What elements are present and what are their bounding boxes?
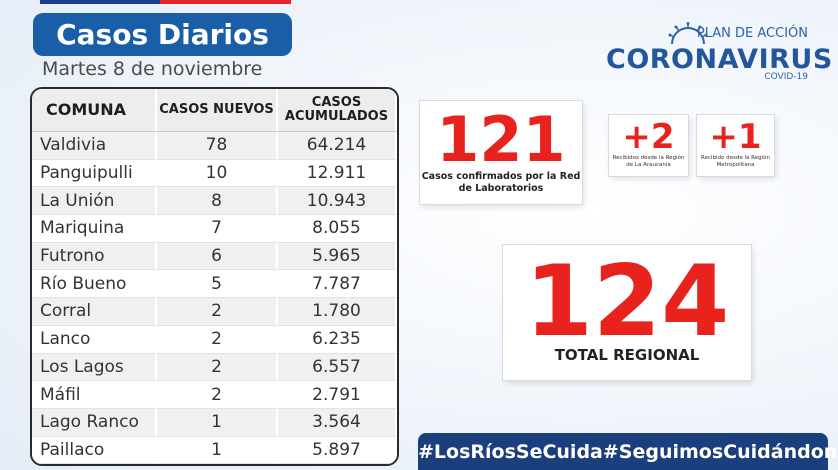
cell-comuna: Lanco [32, 325, 157, 354]
cell-casos-acumulados: 8.055 [278, 215, 397, 243]
cell-comuna: Los Lagos [32, 353, 157, 382]
header-casos-nuevos: CASOS NUEVOS [157, 89, 278, 131]
plan-label: PLAN DE ACCIÓN [696, 26, 808, 41]
cell-casos-nuevos: 2 [157, 298, 278, 326]
page-title: Casos Diarios [33, 13, 292, 56]
cell-casos-nuevos: 10 [157, 159, 278, 188]
cell-casos-nuevos: 1 [157, 436, 278, 464]
cell-comuna: Paillaco [32, 436, 157, 464]
cell-casos-acumulados: 5.897 [278, 436, 397, 464]
total-regional-value: 124 [524, 245, 730, 359]
cell-casos-acumulados: 12.911 [278, 159, 397, 188]
cell-casos-acumulados: 10.943 [278, 187, 397, 216]
cases-table: COMUNA CASOS NUEVOS CASOS ACUMULADOS Val… [30, 87, 399, 466]
cell-casos-acumulados: 5.965 [278, 242, 397, 271]
araucania-value: +2 [622, 117, 675, 157]
top-accent-bar-red [160, 0, 291, 4]
table-row: Valdivia 78 64.214 [32, 132, 397, 160]
virus-icon [668, 22, 708, 45]
header-casos-acumulados: CASOS ACUMULADOS [278, 89, 397, 131]
cell-comuna: Río Bueno [32, 270, 157, 299]
table-row: Mariquina 7 8.055 [32, 215, 397, 243]
table-row: Lago Ranco 1 3.564 [32, 408, 397, 437]
cell-comuna: Futrono [32, 242, 157, 271]
table-row: Futrono 6 5.965 [32, 242, 397, 271]
date-label: Martes 8 de noviembre [42, 58, 263, 80]
table-row: Corral 2 1.780 [32, 298, 397, 326]
hashtag-banner: #LosRíosSeCuida #SeguimosCuidándonos [418, 433, 838, 470]
cell-casos-nuevos: 78 [157, 132, 278, 160]
total-regional-card: 124 TOTAL REGIONAL [503, 245, 751, 380]
cell-casos-acumulados: 7.787 [278, 270, 397, 299]
lab-cases-card: 121 Casos confirmados por la Red de Labo… [420, 101, 582, 204]
cell-comuna: La Unión [32, 187, 157, 216]
table-row: Lanco 2 6.235 [32, 325, 397, 354]
table-row: La Unión 8 10.943 [32, 187, 397, 216]
cell-casos-nuevos: 5 [157, 270, 278, 299]
table-header: COMUNA CASOS NUEVOS CASOS ACUMULADOS [32, 89, 397, 132]
metropolitana-card: +1 Recibido desde la Región Metropolitan… [697, 115, 774, 176]
cell-casos-acumulados: 2.791 [278, 381, 397, 409]
cell-casos-nuevos: 2 [157, 381, 278, 409]
brand-label: CORONAVIRUS [606, 44, 833, 75]
cell-casos-acumulados: 64.214 [278, 132, 397, 160]
metropolitana-label: Recibido desde la Región Metropolitana [701, 155, 770, 168]
table-row: Panguipulli 10 12.911 [32, 159, 397, 188]
cell-casos-acumulados: 6.557 [278, 353, 397, 382]
araucania-card: +2 Recibidos desde la Región de La Arauc… [609, 115, 688, 176]
table-row: Máfil 2 2.791 [32, 381, 397, 409]
metropolitana-value: +1 [709, 117, 762, 157]
cell-casos-acumulados: 3.564 [278, 408, 397, 437]
cell-casos-nuevos: 2 [157, 353, 278, 382]
header-comuna: COMUNA [32, 89, 157, 131]
coronavirus-logo: PLAN DE ACCIÓN CORONAVIRUS COVID-19 [606, 22, 832, 82]
cell-casos-nuevos: 6 [157, 242, 278, 271]
cell-comuna: Máfil [32, 381, 157, 409]
covid-label: COVID-19 [764, 72, 808, 82]
lab-cases-label: Casos confirmados por la Red de Laborato… [421, 171, 581, 194]
hashtag-2: #SeguimosCuidándonos [602, 440, 838, 463]
cell-comuna: Valdivia [32, 132, 157, 160]
table-row: Paillaco 1 5.897 [32, 436, 397, 464]
table-body: Valdivia 78 64.214 Panguipulli 10 12.911 La Un… [32, 132, 397, 464]
cell-casos-nuevos: 2 [157, 325, 278, 354]
total-regional-label: TOTAL REGIONAL [554, 346, 700, 364]
cell-comuna: Lago Ranco [32, 408, 157, 437]
lab-cases-value: 121 [436, 103, 566, 176]
cell-casos-nuevos: 7 [157, 215, 278, 243]
hashtag-1: #LosRíosSeCuida [418, 440, 603, 463]
cell-comuna: Corral [32, 298, 157, 326]
cell-comuna: Mariquina [32, 215, 157, 243]
cell-comuna: Panguipulli [32, 159, 157, 188]
cell-casos-acumulados: 1.780 [278, 298, 397, 326]
cell-casos-acumulados: 6.235 [278, 325, 397, 354]
cell-casos-nuevos: 1 [157, 408, 278, 437]
table-row: Río Bueno 5 7.787 [32, 270, 397, 299]
table-row: Los Lagos 2 6.557 [32, 353, 397, 382]
araucania-label: Recibidos desde la Región de La Araucaní… [612, 155, 685, 168]
cell-casos-nuevos: 8 [157, 187, 278, 216]
